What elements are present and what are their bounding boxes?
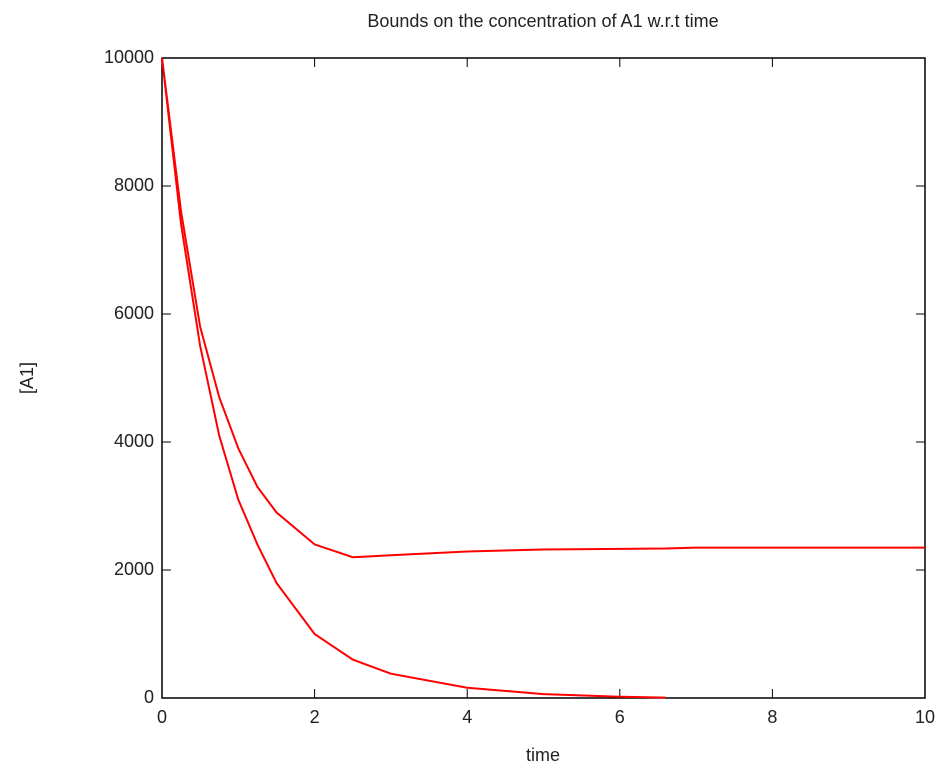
y-tick-label: 6000 xyxy=(114,303,154,323)
x-tick-label: 8 xyxy=(767,707,777,727)
line-series xyxy=(161,57,925,559)
y-tick-label: 4000 xyxy=(114,431,154,451)
plot-frame xyxy=(161,57,926,699)
y-tick-label: 8000 xyxy=(114,175,154,195)
y-tick-label: 2000 xyxy=(114,559,154,579)
x-tick-label: 6 xyxy=(615,707,625,727)
chart-title: Bounds on the concentration of A1 w.r.t … xyxy=(367,11,718,31)
x-tick-label: 10 xyxy=(915,707,935,727)
y-axis-label: [A1] xyxy=(17,362,37,394)
y-tick-label: 10000 xyxy=(104,47,154,67)
x-tick-label: 0 xyxy=(157,707,167,727)
y-tick-label: 0 xyxy=(144,687,154,707)
x-axis-label: time xyxy=(526,745,560,765)
line-series xyxy=(161,57,666,699)
x-tick-label: 4 xyxy=(462,707,472,727)
x-tick-label: 2 xyxy=(310,707,320,727)
